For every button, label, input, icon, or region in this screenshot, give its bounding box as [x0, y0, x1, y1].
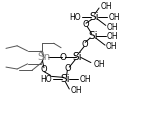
Text: OH: OH [107, 32, 119, 41]
Text: O: O [83, 20, 89, 29]
Text: OH: OH [71, 86, 83, 95]
Text: OH: OH [107, 23, 118, 32]
Text: OH: OH [106, 42, 118, 51]
Text: Si: Si [73, 52, 82, 62]
Text: Si: Si [90, 12, 99, 22]
Text: OH: OH [79, 75, 91, 84]
Text: OH: OH [101, 2, 112, 11]
Text: OH: OH [93, 60, 105, 69]
Text: Si: Si [88, 31, 98, 41]
Text: O: O [65, 64, 71, 73]
Text: Si: Si [61, 74, 70, 84]
Text: O: O [41, 65, 47, 74]
Text: HO: HO [40, 75, 52, 84]
Text: O: O [60, 53, 67, 62]
Text: OH: OH [108, 13, 120, 22]
Text: O: O [82, 40, 89, 49]
Text: HO: HO [69, 13, 80, 22]
Text: Sn: Sn [37, 52, 51, 62]
